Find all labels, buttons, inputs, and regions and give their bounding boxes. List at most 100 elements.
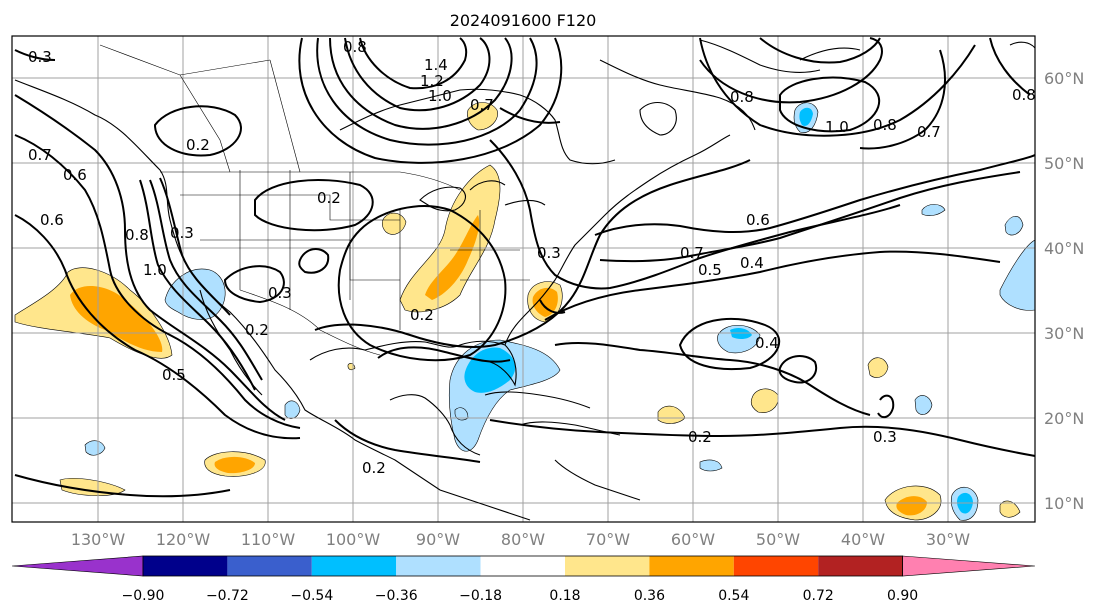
lat-label: 50°N: [1044, 154, 1084, 173]
shade-labrador-blue-inner: [799, 107, 813, 126]
contour-label: 0.5: [698, 261, 722, 279]
lon-label: 60°W: [671, 530, 715, 549]
contour-label: 1.0: [143, 261, 167, 279]
contour-label: 1.4: [424, 56, 448, 74]
contour-label: 0.3: [268, 284, 292, 302]
colorbar-extend-right: [902, 555, 1036, 577]
contour-label: 0.8: [343, 38, 367, 56]
lon-label: 70°W: [586, 530, 630, 549]
shade-atl-yellow5: [999, 500, 1021, 518]
contour-label: 0.4: [740, 254, 764, 272]
colorbar-bin: [565, 556, 650, 576]
lon-label: 130°W: [71, 530, 126, 549]
contour-label: 0.6: [40, 211, 64, 229]
contour-label: 0.3: [170, 224, 194, 242]
shade-hudson-yellow: [467, 102, 498, 131]
figure-title: 2024091600 F120: [450, 11, 597, 30]
lat-label: 10°N: [1044, 494, 1084, 513]
colorbar-bin: [649, 556, 734, 576]
shade-baja-blue: [164, 268, 226, 320]
lon-label: 50°W: [756, 530, 800, 549]
colorbar-tick-label: −0.90: [122, 588, 165, 604]
colorbar-tick-label: 0.72: [803, 588, 834, 604]
lon-label: 100°W: [326, 530, 381, 549]
shade-atl-yellow1: [750, 388, 779, 413]
shade-east-blue1: [999, 239, 1035, 311]
colorbar-tick-label: 0.54: [718, 588, 749, 604]
contour-label: 0.3: [537, 244, 561, 262]
contour-label: 0.2: [688, 428, 712, 446]
shade-pacific-orange: [70, 285, 163, 352]
shade-midwest-yellow: [399, 164, 501, 313]
contour-label: 0.8: [1012, 86, 1036, 104]
colorbar-tick-label: −0.54: [290, 588, 333, 604]
colorbar-tick-label: 0.18: [549, 588, 580, 604]
shade-atl-yellow3: [867, 357, 889, 378]
contour-label: 0.4: [755, 334, 779, 352]
latitude-labels: 60°N 50°N 40°N 30°N 20°N 10°N: [1044, 69, 1084, 513]
lon-label: 80°W: [501, 530, 545, 549]
colorbar-bin: [396, 556, 481, 576]
graticule: [12, 36, 1035, 522]
colorbar-tick-label: −0.18: [459, 588, 502, 604]
colorbar-extend-left: [11, 555, 144, 577]
shade-pacific-sw-blue: [84, 440, 106, 456]
contour-label: 0.7: [917, 123, 941, 141]
contour-label: 0.5: [162, 366, 186, 384]
lon-label: 90°W: [416, 530, 460, 549]
contours: [14, 37, 1035, 498]
lat-label: 40°N: [1044, 239, 1084, 258]
contour-label: 0.7: [680, 244, 704, 262]
contour-label: 0.2: [245, 321, 269, 339]
colorbar-bin: [311, 556, 397, 576]
map-area: 1.4 1.2 1.0 0.7 0.8 0.2 0.2 0.3 0.6 0.7 …: [12, 36, 1036, 522]
contour-label: 0.8: [873, 116, 897, 134]
shade-atl-orange4: [896, 496, 927, 516]
shade-atl-blue3: [699, 459, 723, 472]
shade-midwest-orange: [425, 215, 480, 300]
contour-label: 1.0: [825, 118, 849, 136]
shade-east-blue2: [1004, 216, 1024, 236]
contour-label: 0.8: [125, 226, 149, 244]
colorbar-tick-label: −0.72: [206, 588, 249, 604]
contour-label: 0.2: [317, 189, 341, 207]
contour-label: 0.3: [28, 48, 52, 66]
contour-labels: 1.4 1.2 1.0 0.7 0.8 0.2 0.2 0.3 0.6 0.7 …: [28, 38, 1036, 477]
shade-pacific-south-orange: [214, 456, 255, 474]
lat-label: 60°N: [1044, 69, 1084, 88]
contour-label: 0.6: [746, 211, 770, 229]
colorbar-bin: [480, 556, 565, 576]
shade-east-blue3: [921, 204, 946, 216]
lat-label: 30°N: [1044, 324, 1084, 343]
colorbar-bin: [818, 556, 903, 576]
longitude-labels: 130°W 120°W 110°W 100°W 90°W 80°W 70°W 6…: [71, 530, 970, 549]
borders: [99, 44, 530, 356]
colorbar-tick-label: −0.36: [375, 588, 418, 604]
lon-label: 40°W: [841, 530, 885, 549]
colorbar: −0.90 −0.72 −0.54 −0.36 −0.18 0.18 0.36 …: [11, 555, 1036, 604]
map-frame: [11, 35, 1036, 523]
contour-label: 0.3: [873, 428, 897, 446]
lon-label: 120°W: [156, 530, 211, 549]
contour-label: 0.8: [730, 88, 754, 106]
colorbar-bin: [227, 556, 312, 576]
lat-label: 20°N: [1044, 409, 1084, 428]
shade-atl-blue2: [914, 395, 933, 415]
contour-label: 0.2: [362, 459, 386, 477]
contour-label: 0.2: [410, 306, 434, 324]
shade-atl-blue1-inner: [730, 327, 752, 340]
contour-label: 0.7: [470, 96, 494, 114]
shade-carolina-orange: [532, 287, 558, 317]
shaded-regions: [14, 102, 1035, 521]
contour-label: 1.2: [420, 72, 444, 90]
contour-label: 1.0: [428, 87, 452, 105]
contour-label: 0.7: [28, 146, 52, 164]
colorbar-bin: [143, 556, 228, 576]
colorbar-ticks: −0.90 −0.72 −0.54 −0.36 −0.18 0.18 0.36 …: [122, 588, 919, 604]
shade-pacific-sw-yellow: [59, 478, 126, 496]
colorbar-tick-label: 0.36: [634, 588, 665, 604]
contour-label: 0.6: [63, 166, 87, 184]
lon-label: 110°W: [241, 530, 296, 549]
lon-label: 30°W: [926, 530, 970, 549]
